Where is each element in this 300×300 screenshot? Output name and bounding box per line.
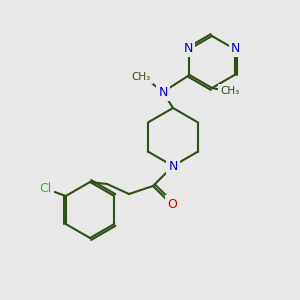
Text: N: N <box>184 41 193 55</box>
Text: CH₃: CH₃ <box>131 72 151 82</box>
Text: O: O <box>167 197 177 211</box>
Text: N: N <box>168 160 178 172</box>
Text: N: N <box>231 41 240 55</box>
Text: N: N <box>158 85 168 98</box>
Text: Cl: Cl <box>40 182 52 194</box>
Text: CH₃: CH₃ <box>220 86 240 96</box>
